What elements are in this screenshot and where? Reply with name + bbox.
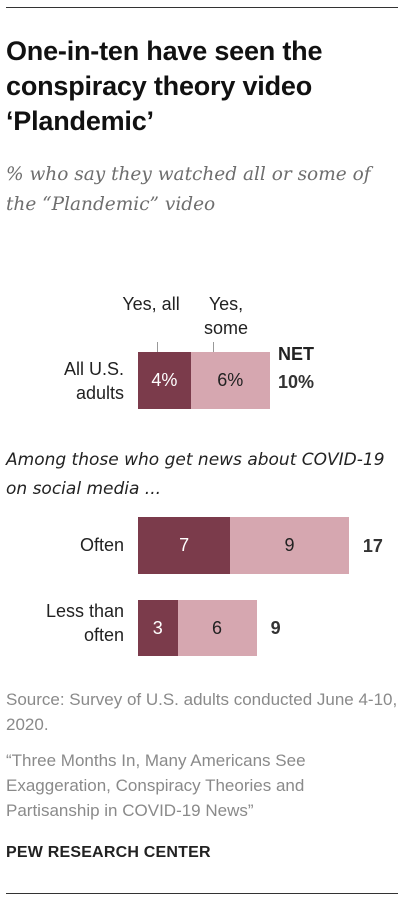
brand-logo-text: PEW RESEARCH CENTER: [6, 844, 211, 861]
net-heading: NET: [278, 344, 314, 364]
net-value-label: 10%: [278, 372, 315, 392]
chart-title: One-in-ten have seen the conspiracy theo…: [6, 36, 323, 136]
category-label-less-than-often: Less than often: [45, 601, 124, 645]
bar-segment-some: 6: [177, 600, 257, 656]
section-note: Among those who get news about COVID-19 …: [6, 450, 385, 499]
bar-segment-some: 6%: [190, 352, 270, 409]
report-title: “Three Months In, Many Americans See Exa…: [6, 751, 306, 820]
legend-yes-some: Yes, some: [203, 294, 248, 338]
net-value-label: 9: [270, 618, 281, 638]
net-value-label: 17: [362, 535, 383, 556]
chart-subtitle: % who say they watched all or some of th…: [6, 164, 371, 215]
legend-tick-yes-some: [213, 342, 214, 352]
bar-segment-all: 4%: [138, 352, 191, 409]
bottom-rule: [6, 893, 398, 894]
legend-yes-all: Yes, all: [122, 294, 180, 314]
source-note: Source: Survey of U.S. adults conducted …: [6, 690, 398, 734]
legend-tick-yes-all: [157, 342, 158, 352]
category-label-all-adults: All U.S. adults: [63, 359, 124, 403]
bar-segment-some: 9: [230, 517, 349, 574]
bar-segment-all: 3: [138, 600, 178, 656]
top-rule: [6, 7, 398, 8]
category-label-often: Often: [79, 535, 124, 555]
bar-segment-all: 7: [138, 517, 231, 574]
